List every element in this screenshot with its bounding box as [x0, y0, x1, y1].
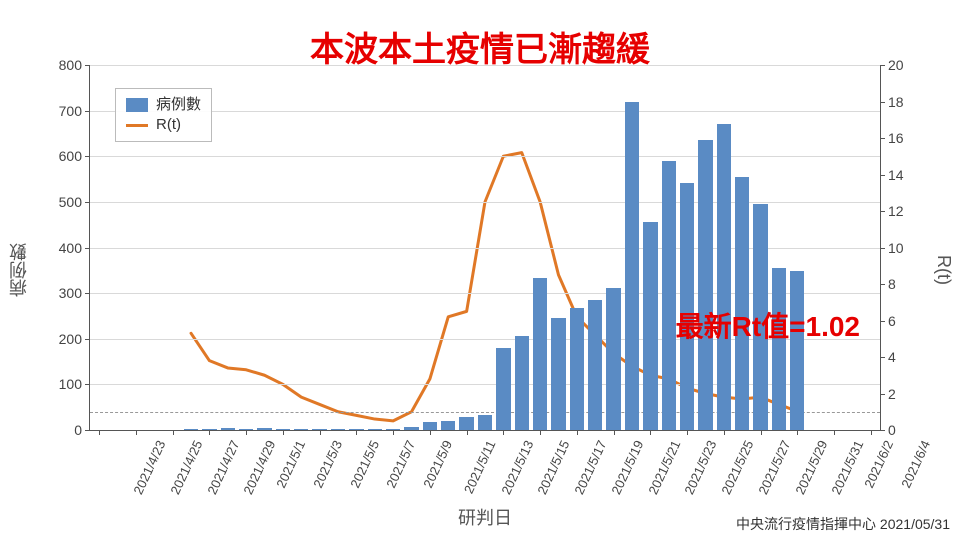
chart-title: 本波本土疫情已漸趨緩	[0, 22, 960, 71]
x-tick: 2021/5/25	[718, 438, 756, 497]
x-tick: 2021/5/31	[829, 438, 867, 497]
legend: 病例數R(t)	[115, 88, 212, 142]
y-left-tick: 700	[59, 103, 82, 119]
y-right-tick: 8	[888, 276, 896, 292]
bar	[570, 308, 584, 430]
bar	[478, 415, 492, 430]
y-right-tick: 14	[888, 167, 904, 183]
x-tick: 2021/4/25	[167, 438, 205, 497]
y-right-tick: 0	[888, 422, 896, 438]
x-tick: 2021/5/21	[645, 438, 683, 497]
bar	[772, 268, 786, 430]
bar-swatch-icon	[126, 98, 148, 112]
legend-label: 病例數	[156, 95, 201, 115]
y-right-tick: 20	[888, 57, 904, 73]
x-tick: 2021/5/9	[420, 438, 455, 490]
bar	[257, 428, 271, 430]
bar	[441, 421, 455, 430]
y-left-tick: 800	[59, 57, 82, 73]
bar	[643, 222, 657, 431]
x-tick: 2021/5/1	[273, 438, 308, 490]
bar	[515, 336, 529, 430]
x-tick: 2021/5/27	[755, 438, 793, 497]
x-tick: 2021/4/23	[131, 438, 169, 497]
x-tick: 2021/6/4	[898, 438, 933, 490]
y-right-tick: 6	[888, 313, 896, 329]
rt-annotation: 最新Rt值=1.02	[676, 305, 860, 345]
y-left-axis-label: 病例數	[6, 243, 32, 297]
y-left-tick: 400	[59, 240, 82, 256]
bar	[496, 348, 510, 430]
bar	[404, 427, 418, 430]
bar	[368, 429, 382, 430]
source-credit: 中央流行疫情指揮中心 2021/05/31	[736, 514, 950, 534]
x-tick: 2021/4/27	[204, 438, 242, 497]
chart-container: 本波本土疫情已漸趨緩 病例數 R(t) 01002003004005006007…	[0, 0, 960, 540]
x-tick: 2021/5/7	[384, 438, 419, 490]
bar	[221, 428, 235, 430]
y-right-tick: 16	[888, 130, 904, 146]
y-right-tick: 12	[888, 203, 904, 219]
grid-line	[90, 202, 880, 203]
line-swatch-icon	[126, 124, 148, 127]
grid-line	[90, 65, 880, 66]
y-right-axis-label: R(t)	[933, 255, 954, 285]
y-left-tick: 0	[74, 422, 82, 438]
x-tick: 2021/5/5	[347, 438, 382, 490]
bar	[294, 429, 308, 430]
bar	[533, 278, 547, 430]
y-left-tick: 600	[59, 148, 82, 164]
y-left-tick: 100	[59, 376, 82, 392]
x-tick: 2021/5/15	[535, 438, 573, 497]
bar	[331, 429, 345, 430]
bar	[625, 102, 639, 430]
x-tick: 2021/5/11	[461, 438, 499, 496]
grid-line	[90, 156, 880, 157]
x-tick: 2021/5/29	[792, 438, 830, 497]
y-left-tick: 500	[59, 194, 82, 210]
bar	[698, 140, 712, 430]
x-tick: 2021/5/3	[310, 438, 345, 490]
x-tick: 2021/4/29	[241, 438, 279, 497]
bar	[662, 161, 676, 430]
y-left-tick: 300	[59, 285, 82, 301]
legend-label: R(t)	[156, 115, 181, 135]
bar	[735, 177, 749, 430]
bar	[459, 417, 473, 430]
x-tick: 2021/5/13	[498, 438, 536, 497]
legend-item: R(t)	[126, 115, 201, 135]
bar	[606, 288, 620, 430]
y-right-tick: 2	[888, 386, 896, 402]
bar	[423, 422, 437, 430]
x-tick: 2021/5/17	[572, 438, 610, 497]
y-right-tick: 10	[888, 240, 904, 256]
x-tick: 2021/5/19	[608, 438, 646, 497]
bar	[717, 124, 731, 430]
legend-item: 病例數	[126, 95, 201, 115]
bar	[551, 318, 565, 430]
bar	[790, 271, 804, 430]
x-tick: 2021/6/2	[861, 438, 896, 490]
y-right-tick: 4	[888, 349, 896, 365]
y-right-tick: 18	[888, 94, 904, 110]
bar	[184, 429, 198, 430]
bar	[588, 300, 602, 430]
y-left-tick: 200	[59, 331, 82, 347]
x-tick: 2021/5/23	[682, 438, 720, 497]
